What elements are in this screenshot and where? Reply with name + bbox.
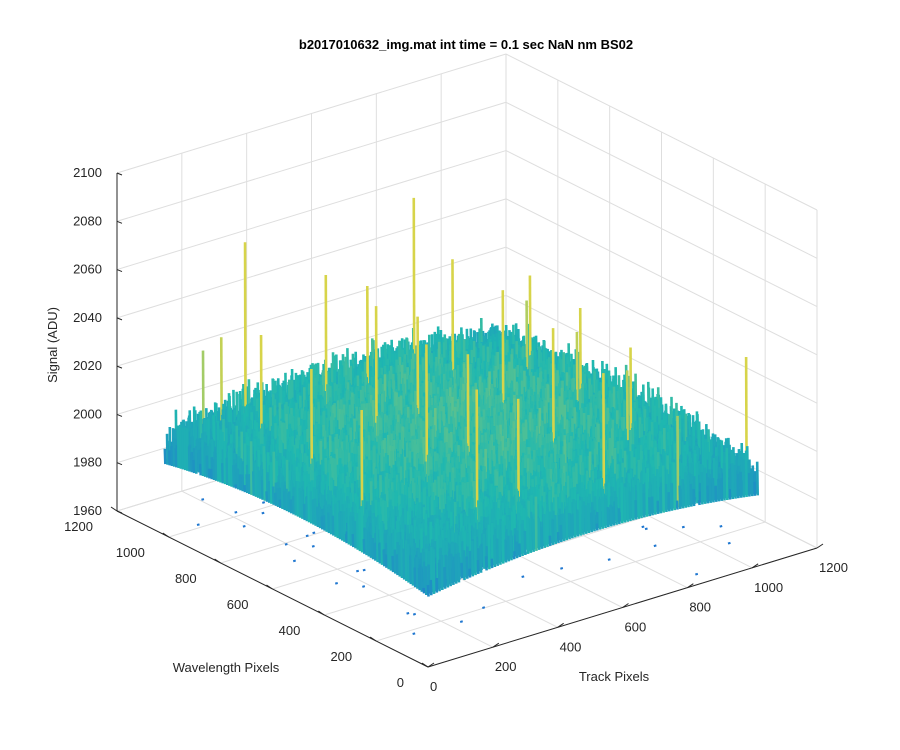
surface-strand [198,463,203,476]
surface-strand [247,474,251,495]
wall-grid-line [505,53,818,211]
wall-grid-line [505,294,818,452]
wall-grid-line [116,101,507,222]
surface-strand [223,440,227,485]
wall-grid-line [116,150,507,271]
surface-strand [201,498,205,501]
surface-strand [179,424,183,469]
surface-strand [214,456,218,481]
surface-strand [251,471,256,496]
surface-strand [209,468,214,480]
wall-grid-line [116,294,507,415]
surface-strand [216,440,220,482]
surface-strand [243,242,247,437]
surface-strand [170,446,174,467]
surface-strand [245,474,249,494]
surface-strand [190,453,194,473]
surface-strand [261,511,265,515]
surface-strand [236,468,240,490]
surface-strand [181,427,185,470]
surface-strand [192,459,196,474]
surface-strand [205,455,209,478]
wall-grid-line [505,150,818,308]
surface-strand [234,510,238,514]
surface-strand [229,447,233,487]
surface-strand [176,425,180,469]
surface-strand [201,439,205,477]
surface-strand [172,438,176,467]
surface-strand [240,474,245,492]
surface-strand [221,463,225,484]
surface-strand [197,449,201,473]
surface-strand [203,447,207,477]
surface-strand [234,484,238,489]
surface-strand [238,474,242,491]
surface-strand [243,485,247,493]
surface-strand [165,433,169,465]
surface-strand [305,534,309,538]
wall-grid-line [505,101,818,259]
surface-strand [243,443,247,490]
surface-strand [183,427,187,471]
wall-grid-line [505,198,818,356]
surface-strand [163,448,167,465]
surface-strand [212,459,216,481]
surface-strand [196,523,200,526]
surface-strand [225,457,229,486]
surface-strand [232,464,236,488]
wall-grid-line [505,246,818,404]
surface-strand [194,446,198,474]
surface-strand [262,501,266,504]
wall-grid-line [116,53,507,174]
surface-strand [167,450,172,466]
floor-grid-line [376,521,766,642]
wall-grid-line [116,246,507,367]
surface-strand [207,468,211,479]
surface-strand [218,439,222,483]
surface-strand [242,524,246,528]
surface-strand [249,441,253,495]
surface-strand [174,448,178,468]
surface-strand [227,445,231,486]
surface-strand [187,446,191,472]
surface-strand [185,428,189,471]
surface [163,197,760,635]
wall-grid-line [116,198,507,319]
